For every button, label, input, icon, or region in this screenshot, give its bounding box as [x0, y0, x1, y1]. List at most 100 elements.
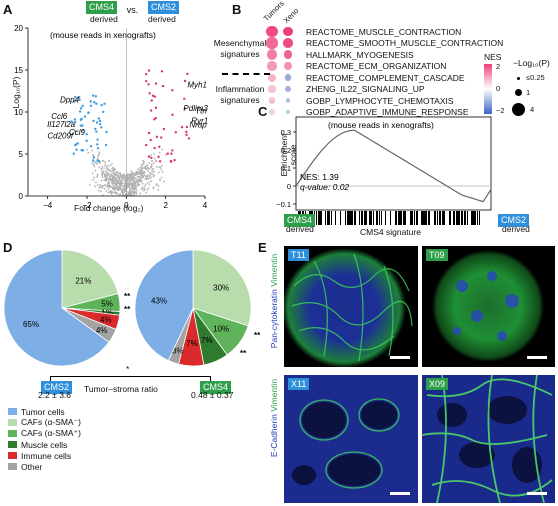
scatter-point-bg	[133, 182, 136, 185]
scatter-point-bg	[117, 178, 120, 181]
scatter-point-down	[96, 159, 99, 163]
scatter-point-bg	[99, 186, 101, 188]
scatter-point-bg	[101, 185, 104, 188]
scatter-point-down	[102, 110, 105, 114]
scatter-point-bg	[123, 183, 126, 186]
xtick-label: −4	[43, 201, 53, 210]
barcode-tick	[361, 211, 362, 225]
volcano-points	[70, 69, 191, 197]
pie-cms4: 30%10%7%7%3%43%****	[134, 249, 261, 367]
nes-value: NES: 1.39	[300, 172, 339, 182]
xtick-label: 4	[203, 201, 208, 210]
scatter-point-down	[103, 102, 106, 105]
scatter-point-bg	[116, 186, 119, 189]
barcode-tick	[475, 211, 476, 225]
barcode-tick	[365, 211, 366, 225]
barcode-tick	[457, 211, 458, 225]
p-item-2: 4	[530, 105, 535, 114]
scatter-point-up	[147, 83, 150, 86]
nes-tick-2: 2	[496, 62, 501, 71]
scatter-point-bg	[143, 167, 146, 170]
scatter-point-bg	[157, 188, 160, 191]
scatter-point-bg	[129, 183, 132, 185]
gene-label: Myh1	[187, 80, 207, 89]
pie-label: 5%	[101, 300, 113, 309]
gene-label: Nrap	[189, 121, 207, 130]
scatter-point-bg	[123, 184, 126, 187]
pie-slice	[3, 249, 110, 367]
cms2-tag: CMS2	[148, 1, 180, 14]
scatter-point-bg	[130, 175, 133, 177]
sig-bracket-left	[50, 376, 51, 381]
scatter-point-bg	[135, 191, 138, 194]
scatter-point-bg	[129, 180, 132, 183]
scatter-point-bg	[109, 170, 112, 173]
scatter-point-bg	[121, 188, 124, 190]
scatter-point-up	[154, 82, 158, 85]
scatter-point-up	[183, 107, 187, 110]
enrichment-curve	[295, 129, 492, 203]
legend-label: Tumor cells	[21, 406, 65, 417]
scatter-point-bg	[113, 180, 116, 183]
scatter-point-up	[147, 155, 151, 158]
scatter-point-bg	[103, 187, 106, 190]
barcode-tick	[376, 211, 377, 225]
scatter-point-bg	[101, 174, 104, 177]
scatter-point-up	[147, 131, 151, 135]
scalebar-x09	[527, 492, 547, 495]
scatter-point-bg	[115, 180, 118, 183]
scatter-point-down	[77, 95, 81, 99]
scatter-point-down	[89, 100, 92, 103]
scatter-point-bg	[163, 180, 165, 183]
nes-tick-m2: −2	[496, 106, 505, 115]
cms4-tag: CMS4	[86, 1, 118, 14]
gsea-dot	[285, 86, 291, 92]
barcode-tick	[474, 211, 475, 225]
scatter-point-bg	[109, 174, 112, 176]
legend-item: Other	[8, 461, 81, 472]
scatter-point-bg	[147, 170, 150, 172]
scatter-point-up	[169, 159, 173, 163]
scatter-point-down	[81, 128, 85, 132]
scatter-point-bg	[124, 190, 126, 193]
barcode-tick	[437, 211, 438, 225]
c-cms2-tag: CMS2	[498, 210, 530, 228]
gsea-dot	[269, 109, 275, 115]
scatter-point-bg	[122, 173, 125, 176]
scatter-point-bg	[147, 187, 150, 190]
sig-bracket-right	[210, 376, 211, 381]
scatter-point-bg	[139, 192, 142, 195]
scatter-point-bg	[118, 172, 121, 175]
scatter-point-bg	[120, 190, 123, 193]
col-xeno: Xeno	[281, 6, 301, 26]
scatter-point-down	[96, 146, 100, 150]
gene-label: Ryr1	[191, 116, 208, 125]
barcode-tick	[403, 211, 404, 225]
gsea-dot	[266, 25, 278, 38]
scatter-point-bg	[139, 172, 142, 175]
scatter-point-bg	[132, 193, 135, 196]
volcano-ylabel: −Log₁₀(P)	[11, 76, 21, 114]
scatter-point-bg	[108, 160, 110, 162]
barcode-tick	[401, 211, 402, 225]
gene-label: Ttn	[195, 106, 207, 115]
gsea-dot	[283, 26, 293, 37]
gene-barcode	[296, 211, 491, 225]
scatter-point-bg	[155, 160, 157, 163]
scatter-point-bg	[107, 172, 109, 175]
scatter-point-bg	[121, 182, 124, 184]
scatter-point-bg	[105, 179, 108, 181]
d-cms4-tag: CMS4	[200, 377, 232, 395]
gsea-dot	[284, 74, 292, 81]
scatter-point-bg	[98, 153, 100, 155]
pie-cms2: 21%5%1%4%4%65%****	[3, 249, 131, 367]
barcode-tick	[325, 211, 326, 225]
barcode-tick	[328, 211, 329, 225]
scatter-point-bg	[130, 172, 132, 175]
gsea-row-label: REACTOME_ECM_ORGANIZATION	[306, 61, 447, 71]
pie-label: 21%	[75, 277, 91, 286]
legend-swatch	[8, 430, 17, 437]
sig-stars: **	[124, 292, 131, 301]
scatter-point-down	[72, 152, 76, 155]
legend-swatch	[8, 463, 17, 470]
